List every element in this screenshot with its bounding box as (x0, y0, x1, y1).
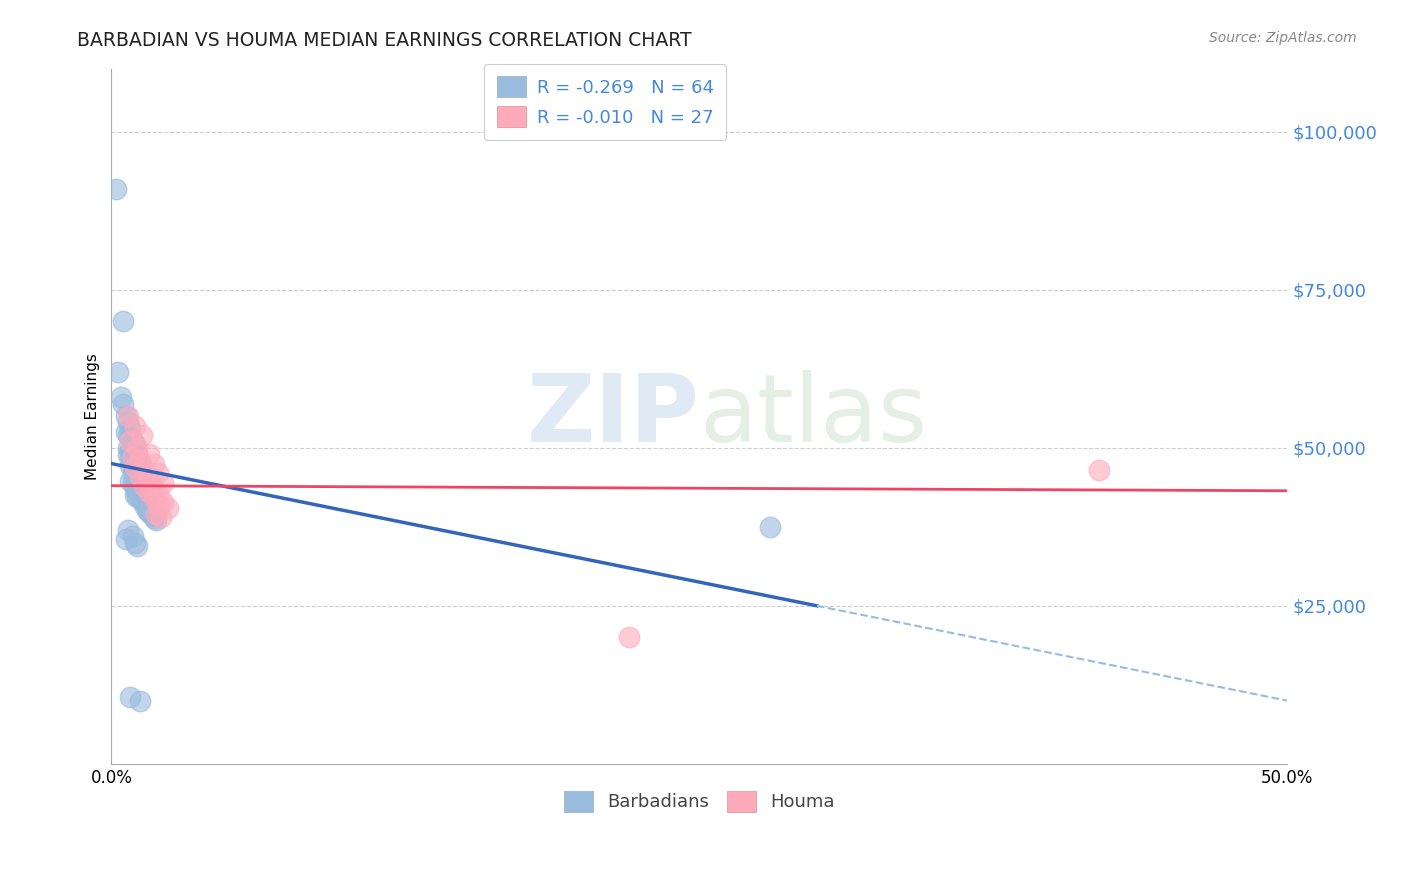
Point (128, 469, 150, 483)
Point (121, 452, 143, 467)
Point (120, 442, 142, 456)
Point (121, 450, 143, 465)
Point (114, 409, 136, 424)
Point (131, 466, 153, 480)
Point (128, 465, 150, 479)
Point (107, 365, 129, 379)
Point (142, 491, 165, 506)
Point (121, 475, 143, 490)
Point (134, 494, 156, 508)
Point (134, 463, 156, 477)
Point (120, 474, 142, 488)
Point (128, 453, 150, 467)
Text: BARBADIAN VS HOUMA MEDIAN EARNINGS CORRELATION CHART: BARBADIAN VS HOUMA MEDIAN EARNINGS CORRE… (77, 31, 692, 50)
Point (127, 479, 149, 493)
Point (112, 314, 135, 328)
Point (124, 469, 146, 483)
Point (124, 477, 146, 491)
Point (127, 471, 149, 485)
Point (138, 504, 160, 518)
Point (617, 631, 640, 645)
Text: ZIP: ZIP (526, 370, 699, 462)
Point (124, 488, 146, 502)
Point (117, 523, 139, 537)
Point (131, 486, 153, 500)
Point (135, 502, 157, 516)
Point (145, 507, 167, 521)
Point (120, 450, 142, 465)
Point (127, 539, 149, 553)
Point (121, 444, 143, 458)
Point (120, 434, 142, 449)
Point (1088, 463, 1111, 477)
Point (142, 482, 165, 496)
Y-axis label: Median Earnings: Median Earnings (86, 352, 100, 480)
Point (128, 485, 150, 500)
Point (121, 459, 143, 474)
Text: atlas: atlas (699, 370, 928, 462)
Point (134, 498, 156, 512)
Point (759, 520, 782, 534)
Point (124, 437, 146, 451)
Point (148, 488, 170, 502)
Point (128, 480, 150, 494)
Point (128, 472, 150, 486)
Point (120, 690, 142, 705)
Point (117, 448, 139, 462)
Point (142, 511, 165, 525)
Point (131, 428, 153, 442)
Point (149, 510, 172, 524)
Point (138, 485, 160, 500)
Point (112, 396, 135, 410)
Point (148, 466, 170, 480)
Point (121, 529, 143, 543)
Point (124, 482, 146, 496)
Point (131, 492, 153, 507)
Point (124, 418, 146, 433)
Point (142, 457, 165, 471)
Point (124, 453, 146, 467)
Point (134, 479, 156, 493)
Point (121, 434, 143, 449)
Point (135, 500, 157, 515)
Point (117, 416, 139, 430)
Point (138, 472, 160, 486)
Text: Source: ZipAtlas.com: Source: ZipAtlas.com (1209, 31, 1357, 45)
Point (105, 181, 128, 195)
Point (127, 455, 149, 469)
Point (117, 428, 139, 442)
Point (120, 458, 142, 473)
Point (128, 457, 150, 471)
Point (120, 422, 142, 436)
Point (127, 441, 149, 455)
Point (127, 447, 149, 461)
Point (124, 459, 146, 474)
Point (127, 483, 149, 498)
Point (124, 461, 146, 475)
Point (114, 425, 136, 439)
Point (138, 505, 160, 519)
Point (141, 507, 163, 521)
Point (120, 431, 142, 445)
Point (114, 533, 136, 547)
Point (152, 494, 174, 508)
Point (128, 491, 150, 506)
Point (145, 513, 167, 527)
Point (148, 498, 170, 512)
Point (117, 409, 139, 424)
Point (124, 535, 146, 549)
Point (128, 693, 150, 707)
Point (127, 490, 149, 504)
Point (121, 467, 143, 482)
Point (110, 390, 132, 404)
Point (142, 509, 165, 524)
Legend: Barbadians, Houma: Barbadians, Houma (551, 778, 848, 824)
Point (124, 446, 146, 460)
Point (117, 441, 139, 455)
Point (156, 500, 179, 515)
Point (152, 475, 174, 490)
Point (138, 447, 160, 461)
Point (127, 463, 149, 477)
